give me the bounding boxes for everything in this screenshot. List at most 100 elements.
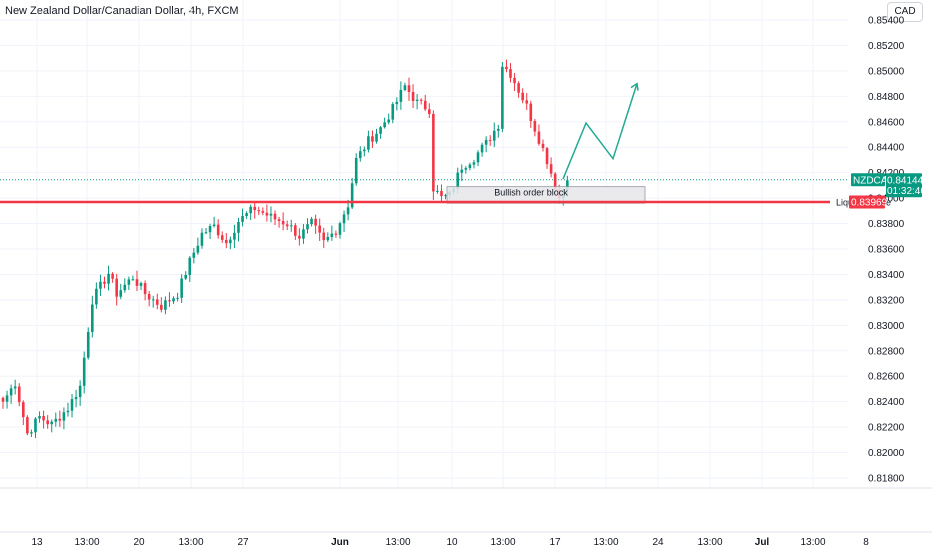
candle-body bbox=[505, 66, 508, 70]
candle-body bbox=[403, 85, 407, 90]
candle-body bbox=[363, 149, 366, 152]
candle-body bbox=[164, 300, 167, 310]
candle-body bbox=[440, 190, 443, 197]
candle-body bbox=[310, 218, 313, 225]
candle-body bbox=[289, 225, 293, 227]
candle-body bbox=[273, 213, 277, 220]
candle-body bbox=[5, 395, 9, 402]
candle-body bbox=[54, 418, 58, 422]
candle-body bbox=[294, 225, 297, 236]
candle-body bbox=[139, 283, 143, 286]
y-tick-label: 0.82000 bbox=[868, 448, 905, 459]
y-tick-label: 0.84600 bbox=[868, 117, 905, 128]
candle-body bbox=[395, 101, 399, 105]
candle-body bbox=[66, 410, 70, 413]
y-tick-label: 0.83200 bbox=[868, 295, 905, 306]
candle-body bbox=[338, 223, 342, 235]
order-block-label: Bullish order block bbox=[494, 188, 568, 198]
candle-body bbox=[436, 190, 439, 192]
candle-body bbox=[188, 257, 192, 275]
candle-body bbox=[415, 99, 419, 101]
x-tick-label: 10 bbox=[446, 537, 458, 548]
candle-body bbox=[176, 297, 179, 299]
candle-body bbox=[143, 283, 147, 295]
candle-body bbox=[476, 152, 480, 163]
candle-body bbox=[172, 298, 175, 302]
candle-body bbox=[233, 232, 236, 240]
candle-body bbox=[180, 278, 183, 298]
current-price-tag bbox=[886, 173, 922, 198]
currency-button[interactable]: CAD bbox=[887, 2, 923, 22]
symbol-tag bbox=[851, 173, 885, 187]
candle-body bbox=[285, 224, 289, 227]
candle-body bbox=[525, 100, 529, 104]
candle-body bbox=[269, 213, 273, 216]
y-tick-label: 0.83600 bbox=[868, 245, 905, 256]
candle-body bbox=[521, 92, 524, 101]
candle-body bbox=[103, 281, 106, 284]
y-tick-label: 0.82600 bbox=[868, 372, 905, 383]
candle-body bbox=[330, 233, 334, 237]
candle-body bbox=[127, 279, 131, 285]
candle-body bbox=[17, 386, 21, 403]
candle-body bbox=[257, 210, 261, 212]
candle-body bbox=[391, 104, 395, 120]
y-tick-label: 0.84800 bbox=[868, 92, 905, 103]
candle-body bbox=[86, 332, 90, 358]
current-price-value: 0.84144 bbox=[887, 175, 924, 186]
candle-body bbox=[444, 195, 447, 197]
x-tick-label: 13:00 bbox=[385, 537, 410, 548]
candle-body bbox=[70, 399, 74, 411]
candle-body bbox=[541, 143, 545, 149]
candle-body bbox=[253, 206, 257, 211]
candle-body bbox=[468, 164, 472, 169]
candle-body bbox=[131, 279, 135, 281]
candle-body bbox=[322, 232, 326, 241]
y-tick-label: 0.84000 bbox=[868, 194, 905, 205]
candle-body bbox=[123, 284, 127, 291]
candle-body bbox=[456, 172, 460, 189]
candle-body bbox=[249, 206, 252, 214]
x-tick-label: 24 bbox=[652, 537, 664, 548]
candle-body bbox=[91, 304, 94, 333]
x-tick-label: 17 bbox=[549, 537, 561, 548]
x-tick-label: 8 bbox=[863, 537, 869, 548]
candle-body bbox=[432, 113, 435, 192]
candle-body bbox=[371, 136, 374, 142]
candle-body bbox=[350, 183, 354, 208]
x-tick-label: 13:00 bbox=[178, 537, 203, 548]
y-tick-label: 0.85200 bbox=[868, 41, 905, 52]
projection-arrowhead bbox=[630, 82, 639, 91]
x-tick-label: 20 bbox=[133, 537, 145, 548]
candle-body bbox=[204, 232, 208, 234]
candle-body bbox=[241, 215, 244, 222]
chart-title: New Zealand Dollar/Canadian Dollar, 4h, … bbox=[5, 5, 239, 17]
candle-body bbox=[42, 416, 45, 421]
candle-body bbox=[354, 158, 358, 184]
x-tick-label: 13:00 bbox=[800, 537, 825, 548]
countdown-timer: 01:32:46 bbox=[887, 186, 926, 197]
candle-body bbox=[318, 225, 321, 233]
candle-body bbox=[265, 212, 269, 216]
candle-body bbox=[411, 91, 415, 101]
candle-body bbox=[277, 219, 281, 221]
candle-body bbox=[383, 122, 386, 128]
candle-body bbox=[9, 388, 13, 396]
candle-body bbox=[26, 417, 29, 434]
candle-body bbox=[119, 290, 123, 297]
candle-body bbox=[497, 128, 500, 131]
candle-body bbox=[281, 220, 285, 225]
x-tick-label: 13 bbox=[31, 537, 43, 548]
candle-body bbox=[326, 236, 330, 241]
candle-body bbox=[419, 99, 423, 101]
candle-body bbox=[147, 294, 151, 300]
projection-path[interactable] bbox=[562, 83, 638, 180]
candle-body bbox=[212, 224, 216, 227]
candle-body bbox=[484, 139, 488, 145]
x-tick-label: 13:00 bbox=[697, 537, 722, 548]
candle-body bbox=[22, 402, 25, 418]
candle-body bbox=[314, 218, 317, 226]
candle-body bbox=[545, 148, 549, 165]
candle-body bbox=[464, 168, 468, 170]
